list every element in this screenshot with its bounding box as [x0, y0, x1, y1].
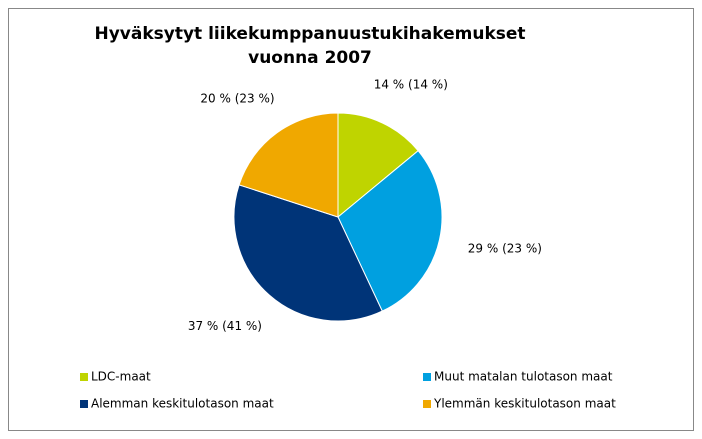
data-label: 37 % (41 %)	[188, 319, 262, 333]
legend-swatch	[423, 373, 431, 381]
chart-title: Hyväksytyt liikekumppanuustukihakemukset	[94, 24, 525, 44]
chart-title: vuonna 2007	[248, 48, 372, 68]
legend-swatch	[80, 400, 88, 408]
legend-label: Muut matalan tulotason maat	[434, 370, 613, 384]
pie-slice	[238, 112, 339, 218]
legend-label: LDC-maat	[91, 370, 151, 384]
legend-label: Alemman keskitulotason maat	[91, 397, 274, 411]
pie-slice	[337, 112, 419, 219]
data-label: 29 % (23 %)	[468, 241, 542, 255]
pie-slice	[233, 184, 383, 322]
data-label: 20 % (23 %)	[200, 91, 274, 105]
legend-swatch	[80, 373, 88, 381]
legend-swatch	[423, 400, 431, 408]
data-label: 14 % (14 %)	[374, 77, 448, 91]
pie-slice	[337, 150, 443, 312]
legend-label: Ylemmän keskitulotason maat	[433, 397, 616, 411]
